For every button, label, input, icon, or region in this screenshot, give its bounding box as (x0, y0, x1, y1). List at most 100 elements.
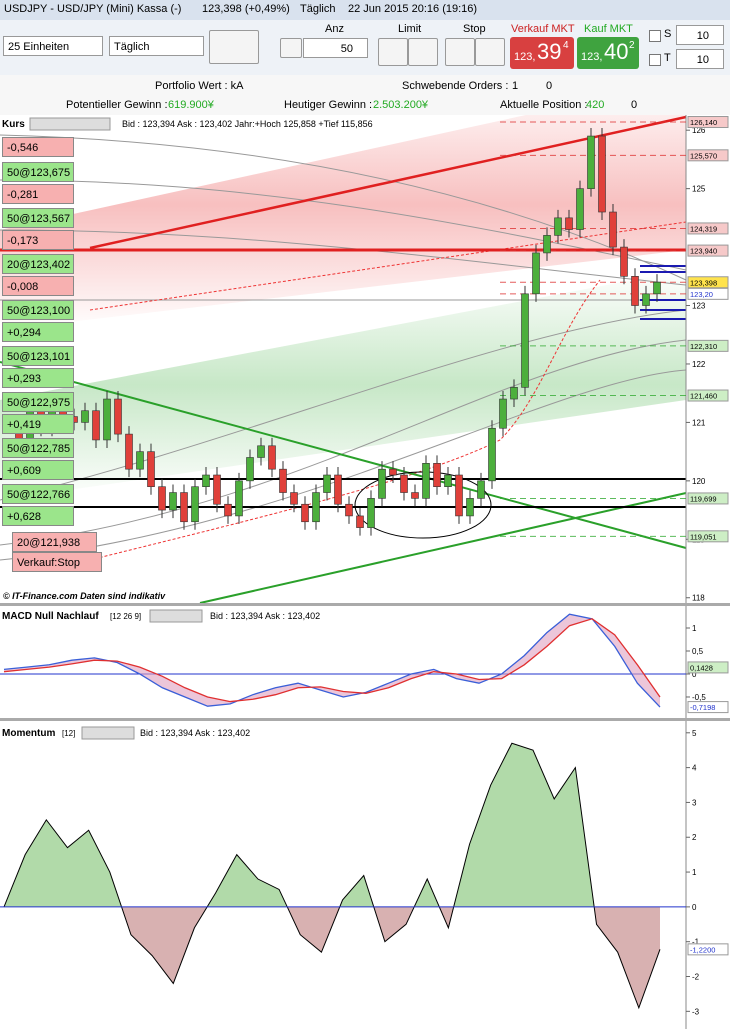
order-box[interactable]: 50@122,785 (2, 438, 74, 458)
candle (543, 235, 551, 254)
period: Täglich (300, 3, 336, 15)
candle (598, 135, 606, 213)
price-label: 119,051 (690, 532, 717, 541)
pl-box[interactable]: +0,294 (2, 322, 74, 342)
pl-box[interactable]: -0,546 (2, 137, 74, 157)
position-b: 0 (631, 99, 638, 111)
candle (235, 480, 243, 517)
y-tick-label: 120 (692, 477, 706, 486)
sell-small: 123, (514, 51, 536, 63)
order-box[interactable]: 50@123,567 (2, 208, 74, 228)
price-label: 122,310 (690, 342, 717, 351)
stop-buy[interactable] (445, 38, 475, 66)
stop-button[interactable]: Verkauf:Stop (12, 552, 102, 572)
title-bar: USDJPY - USD/JPY (Mini) Kassa (-) 123,39… (0, 0, 730, 21)
pl-box[interactable]: -0,281 (2, 184, 74, 204)
y-tick-label: -0,5 (692, 693, 706, 702)
price-label-box (687, 149, 729, 162)
stop-label: Stop (463, 23, 486, 35)
units-select[interactable]: 25 Einheiten (3, 36, 103, 56)
candle (521, 293, 529, 388)
chart-button[interactable] (209, 30, 259, 64)
pending-b: 0 (546, 80, 553, 92)
order-box[interactable]: 50@123,675 (2, 162, 74, 182)
datetime: 22 Jun 2015 20:16 (19:16) (348, 3, 478, 15)
price-label-box (687, 116, 729, 129)
panel-params: [12] (62, 729, 75, 738)
candle (180, 492, 188, 523)
panel-header: Bid : 123,394 Ask : 123,402 Jahr:+Hoch 1… (122, 119, 373, 129)
buy-small: 123, (581, 51, 603, 63)
macd-line (3, 613, 661, 708)
price-label: -0,7198 (690, 703, 715, 712)
anz-label: Anz (325, 23, 344, 35)
stop-sell[interactable] (475, 38, 505, 66)
price-label-box (687, 701, 729, 714)
candle (609, 211, 617, 248)
order-box[interactable]: 50@123,101 (2, 346, 74, 366)
buy-button[interactable]: 123, 40 2 (577, 37, 639, 69)
s-input[interactable]: 10 (676, 25, 724, 45)
potential-label: Potentieller Gewinn : (66, 99, 168, 111)
stop-order[interactable]: 20@121,938 (12, 532, 97, 552)
y-tick-label: 126 (692, 126, 706, 135)
position-a: 420 (586, 99, 605, 111)
pl-box[interactable]: +0,628 (2, 506, 74, 526)
candle (301, 503, 309, 523)
candle (400, 474, 408, 493)
s-checkbox[interactable] (649, 30, 661, 42)
y-tick-label: 5 (692, 729, 697, 738)
trend-line (89, 221, 687, 311)
candle (477, 480, 485, 499)
limit-sell[interactable] (408, 38, 438, 66)
candle (576, 188, 584, 230)
y-tick-label: 125 (692, 185, 706, 194)
sell-button[interactable]: 123, 39 4 (510, 37, 574, 69)
t-checkbox[interactable] (649, 54, 661, 66)
order-box[interactable]: 50@122,766 (2, 484, 74, 504)
buy-sup: 2 (629, 40, 635, 51)
pl-box[interactable]: -0,008 (2, 276, 74, 296)
limit-label: Limit (398, 23, 422, 35)
limit-buy[interactable] (378, 38, 408, 66)
candle (125, 433, 133, 470)
candle (653, 281, 661, 295)
pl-box[interactable]: -0,173 (2, 230, 74, 250)
price-label-box (687, 339, 729, 352)
price-label: 125,570 (690, 151, 717, 160)
momentum-area-neg (121, 907, 660, 1008)
t-input[interactable]: 10 (676, 49, 724, 69)
order-box[interactable]: 20@123,402 (2, 254, 74, 274)
y-tick-label: 122 (692, 360, 706, 369)
moving-averages (0, 134, 687, 561)
candle (411, 492, 419, 499)
panel-params: [12 26 9] (110, 612, 141, 621)
pl-box[interactable]: +0,419 (2, 414, 74, 434)
buy-big: 40 (604, 39, 629, 64)
potential-value: 619.900¥ (168, 99, 214, 111)
order-box[interactable]: 50@123,100 (2, 300, 74, 320)
footer: © IT-Finance.com Daten sind indikativ (3, 591, 166, 601)
y-tick-label: 121 (692, 418, 706, 427)
pl-box[interactable]: +0,293 (2, 368, 74, 388)
panel-title: Momentum (2, 728, 55, 739)
sell-sup: 4 (563, 40, 569, 51)
candle (367, 498, 375, 528)
candle (290, 492, 298, 505)
anz-input[interactable]: 50 (303, 38, 368, 58)
candle (378, 468, 386, 499)
candle (345, 503, 353, 517)
momentum-area-pos (4, 743, 660, 907)
order-box[interactable]: 50@122,975 (2, 392, 74, 412)
pl-box[interactable]: +0,609 (2, 460, 74, 480)
price-label-box (687, 287, 729, 300)
settings-button[interactable] (280, 38, 302, 58)
interval-select[interactable]: Täglich (109, 36, 204, 56)
today-label: Heutiger Gewinn : (284, 99, 373, 111)
candle (202, 474, 210, 487)
today-value: 2.503.200¥ (373, 99, 429, 111)
position-label: Aktuelle Position : (500, 99, 588, 111)
candle (147, 451, 155, 487)
pending-label: Schwebende Orders : (402, 80, 509, 92)
